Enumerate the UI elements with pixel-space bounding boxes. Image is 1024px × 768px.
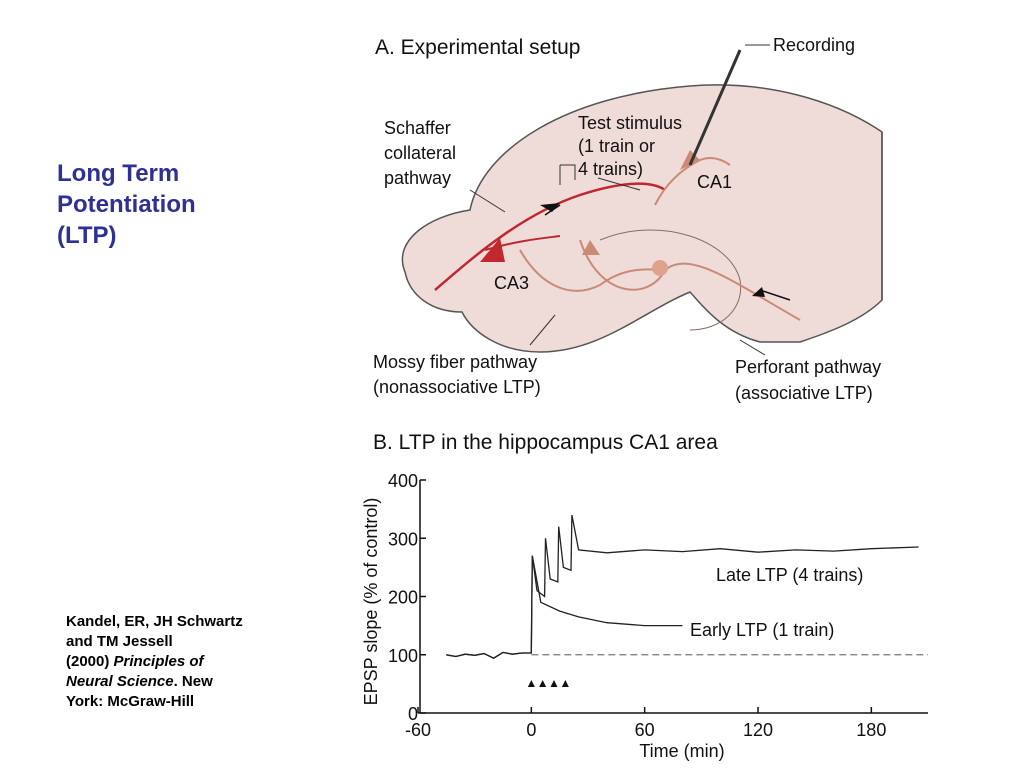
- diagram-label: (1 train or: [578, 136, 655, 156]
- x-tick-label: -60: [405, 720, 431, 740]
- y-tick-label: 300: [388, 529, 418, 549]
- citation-text: and TM Jessell: [66, 633, 173, 650]
- citation-line: (2000) Principles of: [66, 652, 316, 672]
- diagram-label: CA1: [697, 172, 732, 192]
- diagram-label: pathway: [384, 168, 451, 188]
- stimulus-marker: [527, 680, 535, 687]
- series-line: [446, 555, 683, 659]
- citation-line: York: McGraw-Hill: [66, 692, 316, 712]
- diagram-label: Perforant pathway: [735, 357, 881, 377]
- series-label: Late LTP (4 trains): [716, 565, 863, 585]
- citation: Kandel, ER, JH Schwartz and TM Jessell (20…: [66, 612, 316, 712]
- citation-text: Kandel, ER, JH Schwartz: [66, 613, 243, 630]
- diagram-label: Schaffer: [384, 118, 451, 138]
- x-tick-label: 180: [856, 720, 886, 740]
- stimulus-marker: [561, 680, 569, 687]
- title-line: Long Term: [57, 160, 180, 187]
- diagram-label: (associative LTP): [735, 383, 873, 403]
- hippocampus-slice: [401, 44, 883, 356]
- y-axis-label: EPSP slope (% of control): [361, 498, 381, 706]
- citation-text: York: McGraw-Hill: [66, 693, 195, 710]
- x-tick-label: 60: [635, 720, 655, 740]
- title-line: (LTP): [57, 222, 117, 249]
- diagram-label: collateral: [384, 143, 456, 163]
- diagram-title: A. Experimental setup: [375, 36, 580, 59]
- diagram-labels: A. Experimental setup Recording Schaffer co…: [373, 35, 881, 403]
- chart-title: B. LTP in the hippocampus CA1 area: [373, 431, 718, 454]
- diagram-label: Recording: [773, 35, 855, 55]
- x-tick-label: 120: [743, 720, 773, 740]
- chart: B. LTP in the hippocampus CA1 area 0 100 20…: [361, 431, 928, 761]
- x-tick-label: 0: [526, 720, 536, 740]
- y-tick-label: 400: [388, 471, 418, 491]
- x-axis-label: Time (min): [639, 741, 724, 761]
- citation-line: Kandel, ER, JH Schwartz: [66, 612, 316, 632]
- citation-text: Neural Science: [66, 673, 174, 690]
- stimulus-marker: [550, 680, 558, 687]
- diagram-label: (nonassociative LTP): [373, 377, 541, 397]
- stimulus-marker: [539, 680, 547, 687]
- y-tick-label: 100: [388, 646, 418, 666]
- diagram-label: CA3: [494, 273, 529, 293]
- citation-line: Neural Science. New: [66, 672, 316, 692]
- citation-line: and TM Jessell: [66, 632, 316, 652]
- series-label: Early LTP (1 train): [690, 620, 834, 640]
- citation-text: . New: [173, 673, 213, 690]
- slide-title: Long Term Potentiation (LTP): [57, 158, 196, 251]
- diagram-label: 4 trains): [578, 159, 643, 179]
- citation-text: Principles of: [113, 653, 204, 670]
- y-tick-label: 0: [408, 704, 418, 724]
- title-line: Potentiation: [57, 191, 196, 218]
- diagram-label: Mossy fiber pathway: [373, 352, 537, 372]
- diagram-label: Test stimulus: [578, 113, 682, 133]
- citation-text: (2000): [66, 653, 114, 670]
- series-line: [446, 514, 919, 659]
- y-tick-label: 200: [388, 588, 418, 608]
